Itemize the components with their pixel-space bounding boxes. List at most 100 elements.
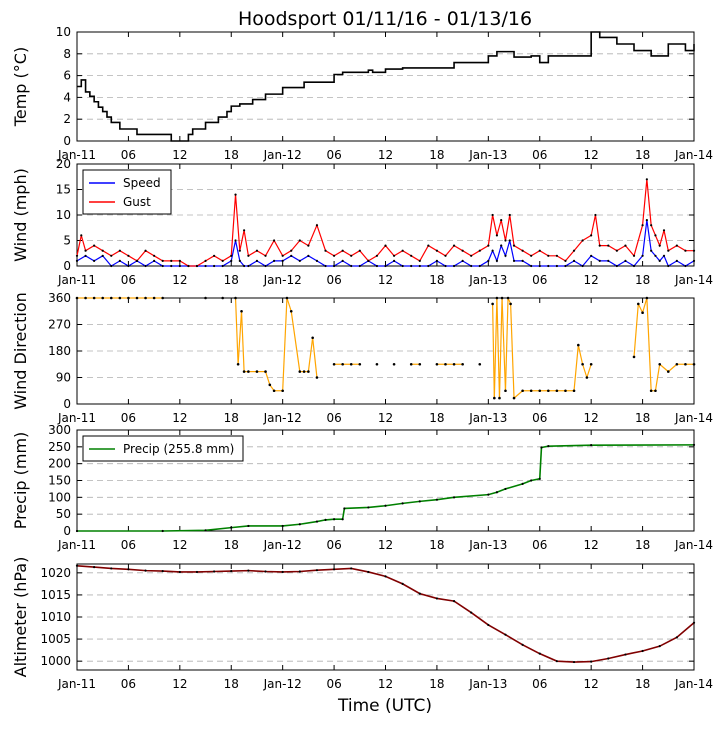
legend: Precip (255.8 mm): [82, 435, 244, 462]
data-point: [93, 259, 96, 262]
direction-segment: [496, 297, 501, 399]
data-point: [615, 264, 618, 268]
data-point: [281, 389, 284, 393]
data-point: [221, 264, 224, 268]
x-tick-label: Jan-13: [468, 273, 507, 287]
y-tick-label: 360: [48, 291, 71, 305]
x-tick-label: Jan-12: [263, 538, 302, 552]
data-point: [491, 302, 494, 306]
x-tick-label: 12: [584, 411, 599, 425]
data-point: [264, 370, 267, 373]
data-point: [487, 493, 490, 496]
data-point: [444, 264, 447, 268]
data-point: [500, 244, 503, 247]
data-point: [213, 264, 216, 268]
data-point: [435, 597, 439, 600]
data-point: [607, 657, 610, 660]
data-point: [264, 570, 267, 573]
data-point: [478, 264, 481, 268]
data-point: [375, 362, 379, 366]
data-point: [641, 224, 644, 227]
y-tick-label: 1020: [40, 566, 71, 580]
x-tick-label: Jan-11: [57, 677, 96, 691]
data-point: [213, 254, 216, 257]
x-tick-label: Jan-14: [674, 677, 713, 691]
data-point: [153, 254, 156, 257]
y-tick-label: 250: [48, 440, 71, 454]
data-point: [315, 376, 319, 379]
data-point: [645, 296, 649, 300]
data-point: [530, 479, 533, 482]
data-point: [590, 254, 593, 257]
x-tick-label: 12: [378, 411, 393, 425]
data-point: [384, 244, 387, 247]
y-tick-label: 1005: [40, 632, 71, 646]
panel-3: 0 90 180 270 360 Jan-11 06 12 18 Jan-12 06 12 18 Jan-…: [11, 291, 713, 425]
data-point: [666, 370, 670, 373]
data-point: [93, 565, 96, 569]
y-axis-label: Altimeter (hPa): [11, 557, 30, 678]
x-tick-label: 06: [121, 538, 136, 552]
x-tick-label: 12: [378, 677, 393, 691]
y-tick-label: 10: [56, 208, 71, 222]
data-point: [392, 259, 396, 262]
data-point: [675, 259, 678, 262]
data-point: [144, 249, 147, 252]
series-line: [77, 444, 695, 532]
data-point: [594, 213, 597, 217]
data-point: [658, 362, 662, 366]
data-point: [508, 239, 511, 242]
data-point: [530, 254, 533, 257]
data-point: [470, 254, 473, 257]
data-point: [675, 636, 678, 639]
legend-entry: Precip (255.8 mm): [123, 442, 234, 456]
data-point: [572, 389, 576, 393]
y-tick-label: 0: [63, 134, 71, 148]
x-tick-label: 18: [224, 411, 239, 425]
data-point: [204, 264, 207, 268]
y-axis-label: Temp (°C): [11, 47, 30, 127]
data-point: [238, 259, 241, 262]
data-point: [332, 362, 336, 366]
data-point: [418, 362, 422, 366]
data-point: [684, 362, 687, 366]
direction-segment: [646, 297, 652, 391]
data-point: [538, 477, 541, 480]
data-point: [298, 370, 302, 373]
data-point: [242, 370, 246, 373]
data-point: [341, 518, 344, 521]
x-axis-label: Time (UTC): [337, 696, 432, 716]
data-point: [101, 254, 104, 257]
data-point: [367, 570, 370, 574]
data-point: [504, 389, 507, 393]
data-point: [144, 296, 147, 300]
data-point: [624, 244, 627, 247]
data-point: [452, 496, 456, 499]
data-point: [590, 660, 593, 663]
y-tick-label: 270: [48, 318, 71, 332]
series-line: [76, 220, 695, 267]
data-point: [615, 249, 618, 252]
data-point: [470, 611, 473, 614]
data-point: [281, 254, 284, 257]
data-point: [581, 362, 584, 366]
data-point: [332, 264, 336, 268]
data-point: [636, 302, 640, 306]
direction-segment: [312, 337, 318, 378]
data-point: [418, 264, 421, 268]
data-point: [547, 389, 550, 393]
direction-segment: [654, 364, 661, 391]
data-point: [641, 311, 644, 315]
data-point: [658, 244, 661, 247]
data-point: [272, 389, 276, 393]
x-tick-label: 06: [326, 273, 341, 287]
y-tick-label: 5: [63, 234, 71, 248]
data-point: [564, 259, 567, 262]
data-point: [127, 296, 130, 300]
data-point: [478, 249, 481, 252]
data-point: [581, 239, 584, 242]
data-point: [170, 259, 173, 262]
data-point: [272, 239, 276, 242]
direction-segment: [573, 345, 579, 391]
